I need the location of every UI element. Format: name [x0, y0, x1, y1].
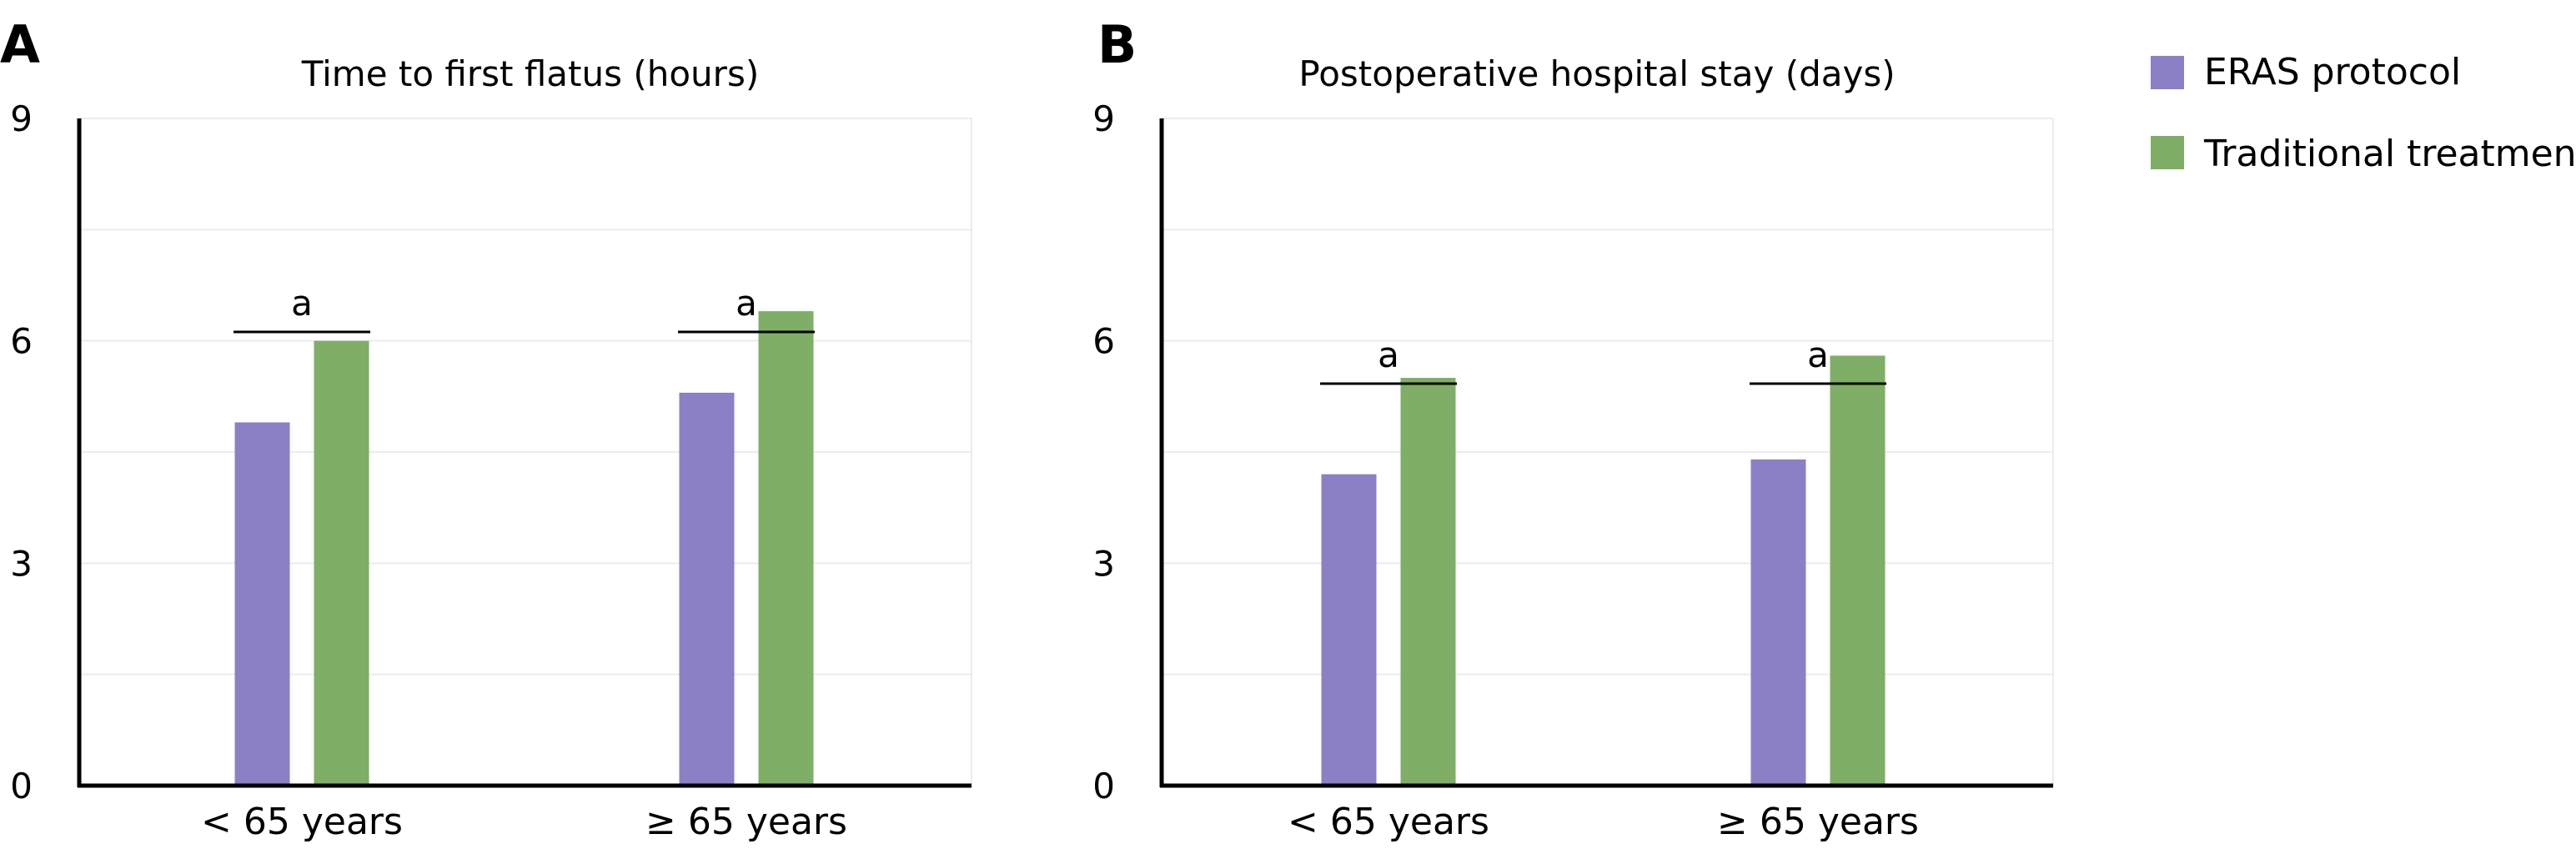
panel-a-y-tick-label: 9 — [10, 98, 33, 139]
panel-b-bar-eras-protocol-65-years — [1321, 474, 1377, 786]
panel-b-y-tick-label: 0 — [1092, 766, 1115, 806]
panel-b-title: Postoperative hospital stay (days) — [1298, 53, 1895, 94]
panel-letter-a: A — [0, 14, 40, 75]
panel-b-x-tick-labels: < 65 years ≥ 65 years — [1288, 801, 1919, 843]
panel-a-y-tick-label: 3 — [10, 543, 33, 584]
panel-b-y-tick-label: 6 — [1092, 321, 1115, 362]
panel-b-y-tick-label: 3 — [1092, 543, 1115, 584]
panel-a-bar-traditional-treatment-65-years — [758, 311, 814, 786]
panel-b-significance-label: a — [1807, 334, 1829, 375]
panel-b-bars — [1321, 355, 1886, 786]
panel-a-y-tick-label: 6 — [10, 321, 33, 362]
panel-b-bar-traditional-treatment-65-years — [1400, 378, 1456, 786]
panel-a-x-tick-label: < 65 years — [201, 801, 403, 843]
panel-a-bar-eras-protocol-65-years — [679, 392, 735, 786]
panel-a-bars — [234, 311, 814, 786]
legend-swatch-traditional — [2151, 136, 2184, 169]
legend: ERAS protocol Traditional treatment — [2151, 51, 2576, 175]
panel-a-bar-traditional-treatment-65-years — [314, 340, 369, 786]
panel-a-x-tick-labels: < 65 years ≥ 65 years — [201, 801, 847, 843]
panel-b-y-tick-labels: 0 3 6 9 — [1092, 98, 1115, 806]
panel-b-bar-eras-protocol-65-years — [1750, 459, 1806, 786]
panel-b-x-tick-label: < 65 years — [1288, 801, 1489, 843]
panel-a-gridlines — [79, 118, 972, 786]
panel-a-x-tick-label: ≥ 65 years — [645, 801, 847, 843]
panel-a-title: Time to first flatus (hours) — [301, 53, 759, 94]
panel-b-significance-label: a — [1378, 334, 1399, 375]
panel-a-y-tick-labels: 0 3 6 9 — [10, 98, 33, 806]
legend-label-eras: ERAS protocol — [2204, 51, 2461, 93]
panel-a-significance-label: a — [736, 283, 757, 324]
panel-a-bar-eras-protocol-65-years — [234, 422, 290, 786]
panel-letter-b: B — [1097, 14, 1137, 75]
legend-swatch-eras — [2151, 56, 2184, 89]
panel-b-y-tick-label: 9 — [1092, 98, 1115, 139]
panel-b-x-tick-label: ≥ 65 years — [1717, 801, 1919, 843]
panel-a-significance-label: a — [291, 283, 313, 324]
panel-a-y-tick-label: 0 — [10, 766, 33, 806]
legend-label-traditional: Traditional treatment — [2203, 133, 2576, 175]
panel-b-gridlines — [1162, 118, 2054, 786]
panel-b-bar-traditional-treatment-65-years — [1830, 355, 1886, 786]
